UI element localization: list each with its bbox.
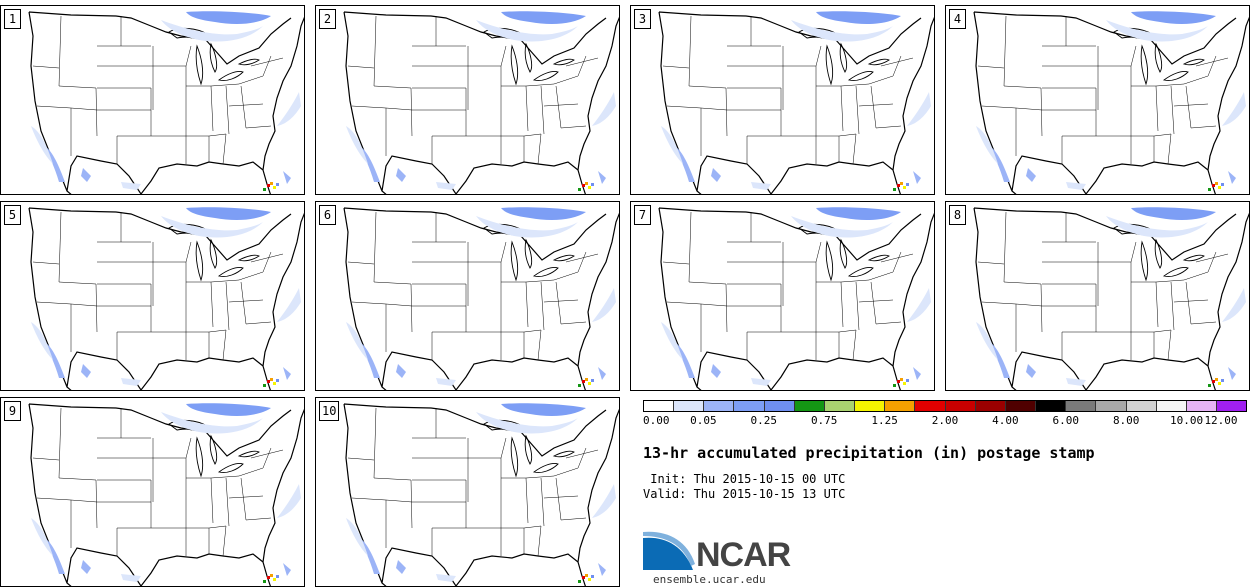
colorbar-tick-label: 6.00: [1052, 414, 1080, 427]
website-link[interactable]: ensemble.ucar.edu: [653, 573, 766, 586]
ensemble-member-panel: 6: [315, 201, 620, 391]
colorbar-cell: [1126, 401, 1157, 411]
panel-number: 10: [319, 401, 340, 421]
ensemble-member-panel: 5: [0, 201, 305, 391]
colorbar-cell: [1186, 401, 1217, 411]
precip-map: [28, 11, 304, 194]
colorbar-tick-label: 10.00: [1170, 414, 1204, 427]
panel-number: 8: [949, 205, 966, 225]
ensemble-member-panel: 10: [315, 397, 620, 587]
init-time: Init: Thu 2015-10-15 00 UTC: [643, 472, 846, 486]
colorbar-cell: [1156, 401, 1187, 411]
colorbar-tick-label: 1.25: [871, 414, 898, 427]
colorbar-tick-label: 0.75: [810, 414, 838, 427]
colorbar-cell: [704, 401, 735, 411]
precip-map: [973, 11, 1249, 194]
colorbar-cell: [1005, 401, 1037, 411]
precip-map: [658, 207, 934, 390]
colorbar-tick-label: 0.25: [750, 414, 778, 427]
valid-time: Valid: Thu 2015-10-15 13 UTC: [643, 487, 846, 501]
colorbar-tick-label: 4.00: [992, 414, 1019, 427]
colorbar-tick-label: 8.00: [1112, 414, 1140, 427]
precip-map: [973, 207, 1249, 390]
panel-number: 5: [4, 205, 21, 225]
colorbar-cell: [855, 401, 886, 411]
colorbar-cell: [794, 401, 825, 411]
panel-number: 6: [319, 205, 336, 225]
colorbar-cell: [1216, 401, 1247, 411]
colorbar-cell: [1036, 401, 1067, 411]
precip-map: [658, 11, 934, 194]
colorbar-cell: [915, 401, 946, 411]
panel-number: 9: [4, 401, 21, 421]
precip-map: [343, 207, 619, 390]
panel-number: 2: [319, 9, 336, 29]
colorbar-cell: [975, 401, 1006, 411]
colorbar-cell: [1096, 401, 1127, 411]
colorbar-cell: [885, 401, 916, 411]
colorbar-cell: [824, 401, 856, 411]
ensemble-member-panel: 4: [945, 5, 1250, 195]
colorbar-tick-label: 2.00: [931, 414, 959, 427]
precip-map: [28, 207, 304, 390]
ensemble-member-panel: 3: [630, 5, 935, 195]
colorbar-cell: [674, 401, 705, 411]
ensemble-member-panel: 1: [0, 5, 305, 195]
map-title: 13-hr accumulated precipitation (in) pos…: [643, 444, 1095, 462]
panel-number: 4: [949, 9, 966, 29]
colorbar-tick-label: 0.05: [690, 414, 717, 427]
panel-number: 7: [634, 205, 651, 225]
ncar-logo-text: NCAR: [696, 536, 791, 574]
colorbar-tick-label: 12.00: [1204, 414, 1238, 427]
ensemble-member-panel: 9: [0, 397, 305, 587]
colorbar-tick-label: 0.00: [643, 414, 670, 427]
precip-map: [343, 403, 619, 586]
colorbar-cell: [644, 401, 675, 411]
panel-number: 3: [634, 9, 651, 29]
precip-colorbar: [643, 400, 1247, 412]
panel-number: 1: [4, 9, 21, 29]
ncar-logo-icon: [643, 531, 695, 570]
colorbar-cell: [764, 401, 795, 411]
precip-map: [343, 11, 619, 194]
colorbar-cell: [734, 401, 765, 411]
ensemble-member-panel: 7: [630, 201, 935, 391]
colorbar-cell: [945, 401, 976, 411]
ensemble-member-panel: 8: [945, 201, 1250, 391]
colorbar-cell: [1066, 401, 1097, 411]
precip-map: [28, 403, 304, 586]
ensemble-member-panel: 2: [315, 5, 620, 195]
